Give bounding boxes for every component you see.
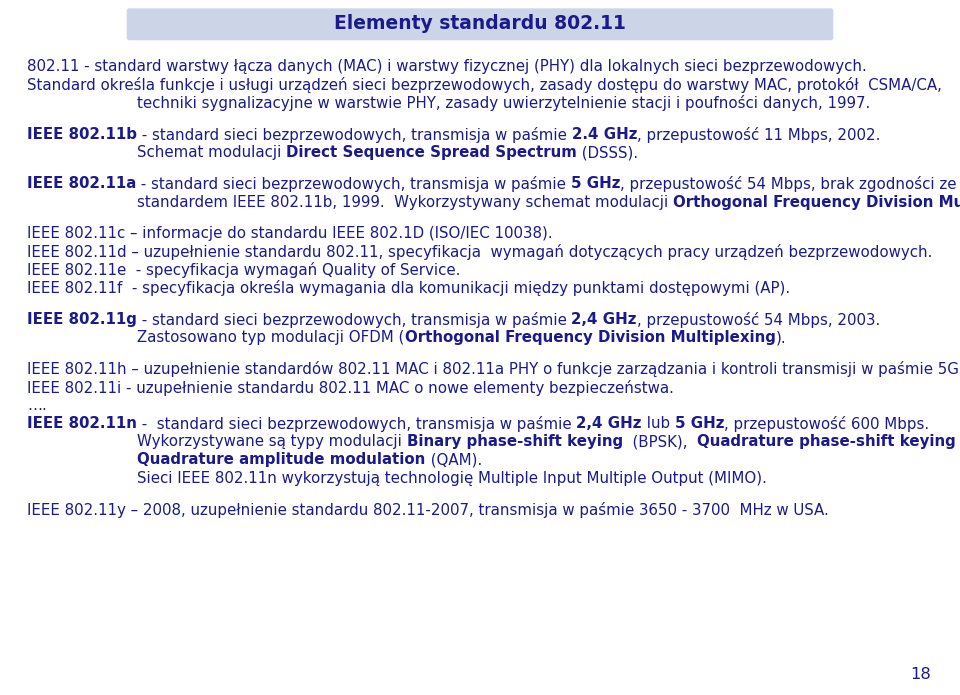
Text: IEEE 802.11f  - specyfikacja określa wymagania dla komunikacji między punktami d: IEEE 802.11f - specyfikacja określa wyma…	[27, 281, 790, 297]
Text: Direct Sequence Spread Spectrum: Direct Sequence Spread Spectrum	[286, 145, 577, 160]
Text: IEEE 802.11d – uzupełnienie standardu 802.11, specyfikacja  wymagań dotyczących : IEEE 802.11d – uzupełnienie standardu 80…	[27, 244, 932, 260]
Text: (QPSK),: (QPSK),	[956, 434, 960, 449]
Text: Zastosowano typ modulacji OFDM (: Zastosowano typ modulacji OFDM (	[137, 330, 404, 345]
Text: Orthogonal Frequency Division Multiplexing: Orthogonal Frequency Division Multiplexi…	[404, 330, 776, 345]
Text: (BPSK),: (BPSK),	[623, 434, 697, 449]
Text: Schemat modulacji: Schemat modulacji	[137, 145, 286, 160]
Text: 5 GHz: 5 GHz	[675, 416, 724, 431]
Text: 2,4 GHz: 2,4 GHz	[571, 312, 636, 327]
Text: - standard sieci bezprzewodowych, transmisja w paśmie: - standard sieci bezprzewodowych, transm…	[136, 312, 571, 328]
Text: IEEE 802.11h – uzupełnienie standardów 802.11 MAC i 802.11a PHY o funkcje zarząd: IEEE 802.11h – uzupełnienie standardów 8…	[27, 361, 960, 377]
Text: , przepustowość 54 Mbps, brak zgodności ze: , przepustowość 54 Mbps, brak zgodności …	[620, 177, 957, 193]
Text: IEEE 802.11y – 2008, uzupełnienie standardu 802.11-2007, transmisja w paśmie 365: IEEE 802.11y – 2008, uzupełnienie standa…	[27, 502, 828, 518]
Text: Standard określa funkcje i usługi urządzeń sieci bezprzewodowych, zasady dostępu: Standard określa funkcje i usługi urządz…	[27, 77, 942, 93]
Text: ….: ….	[27, 398, 47, 413]
Text: IEEE 802.11c – informacje do standardu IEEE 802.1D (ISO/IEC 10038).: IEEE 802.11c – informacje do standardu I…	[27, 226, 553, 241]
Text: IEEE 802.11g: IEEE 802.11g	[27, 312, 136, 327]
Text: IEEE 802.11a: IEEE 802.11a	[27, 177, 136, 191]
Text: IEEE 802.11n: IEEE 802.11n	[27, 416, 136, 431]
Text: , przepustowość 600 Mbps.: , przepustowość 600 Mbps.	[724, 416, 929, 432]
Text: IEEE 802.11e  - specyfikacja wymagań Quality of Service.: IEEE 802.11e - specyfikacja wymagań Qual…	[27, 262, 460, 278]
Text: Quadrature phase-shift keying: Quadrature phase-shift keying	[697, 434, 956, 449]
Text: Wykorzystywane są typy modulacji: Wykorzystywane są typy modulacji	[137, 434, 407, 449]
Text: IEEE 802.11i - uzupełnienie standardu 802.11 MAC o nowe elementy bezpieczeństwa.: IEEE 802.11i - uzupełnienie standardu 80…	[27, 379, 674, 395]
Text: 2.4 GHz: 2.4 GHz	[571, 126, 637, 142]
Text: standardem IEEE 802.11b, 1999.  Wykorzystywany schemat modulacji: standardem IEEE 802.11b, 1999. Wykorzyst…	[137, 195, 673, 210]
Text: IEEE 802.11b: IEEE 802.11b	[27, 126, 137, 142]
Text: Binary phase-shift keying: Binary phase-shift keying	[407, 434, 623, 449]
Text: Quadrature amplitude modulation: Quadrature amplitude modulation	[137, 452, 425, 468]
Text: 2,4 GHz: 2,4 GHz	[576, 416, 641, 431]
Text: techniki sygnalizacyjne w warstwie PHY, zasady uwierzytelnienie stacji i poufnoś: techniki sygnalizacyjne w warstwie PHY, …	[137, 95, 871, 111]
Text: - standard sieci bezprzewodowych, transmisja w paśmie: - standard sieci bezprzewodowych, transm…	[136, 177, 571, 193]
Text: (QAM).: (QAM).	[425, 452, 482, 468]
Text: ).: ).	[776, 330, 786, 345]
Text: , przepustowość 54 Mbps, 2003.: , przepustowość 54 Mbps, 2003.	[636, 312, 880, 328]
Text: (DSSS).: (DSSS).	[577, 145, 638, 160]
Text: 5 GHz: 5 GHz	[571, 177, 620, 191]
Text: -  standard sieci bezprzewodowych, transmisja w paśmie: - standard sieci bezprzewodowych, transm…	[136, 416, 576, 432]
Text: lub: lub	[641, 416, 675, 431]
Text: Sieci IEEE 802.11n wykorzystują technologię Multiple Input Multiple Output (MIMO: Sieci IEEE 802.11n wykorzystują technolo…	[137, 471, 767, 486]
Text: - standard sieci bezprzewodowych, transmisja w paśmie: - standard sieci bezprzewodowych, transm…	[137, 126, 571, 142]
Text: 18: 18	[910, 667, 931, 682]
Text: Orthogonal Frequency Division Multiplexing: Orthogonal Frequency Division Multiplexi…	[673, 195, 960, 210]
Text: , przepustowość 11 Mbps, 2002.: , przepustowość 11 Mbps, 2002.	[637, 126, 880, 142]
Text: 802.11 - standard warstwy łącza danych (MAC) i warstwy fizycznej (PHY) dla lokal: 802.11 - standard warstwy łącza danych (…	[27, 59, 867, 74]
Text: Elementy standardu 802.11: Elementy standardu 802.11	[334, 14, 626, 33]
FancyBboxPatch shape	[127, 8, 833, 40]
